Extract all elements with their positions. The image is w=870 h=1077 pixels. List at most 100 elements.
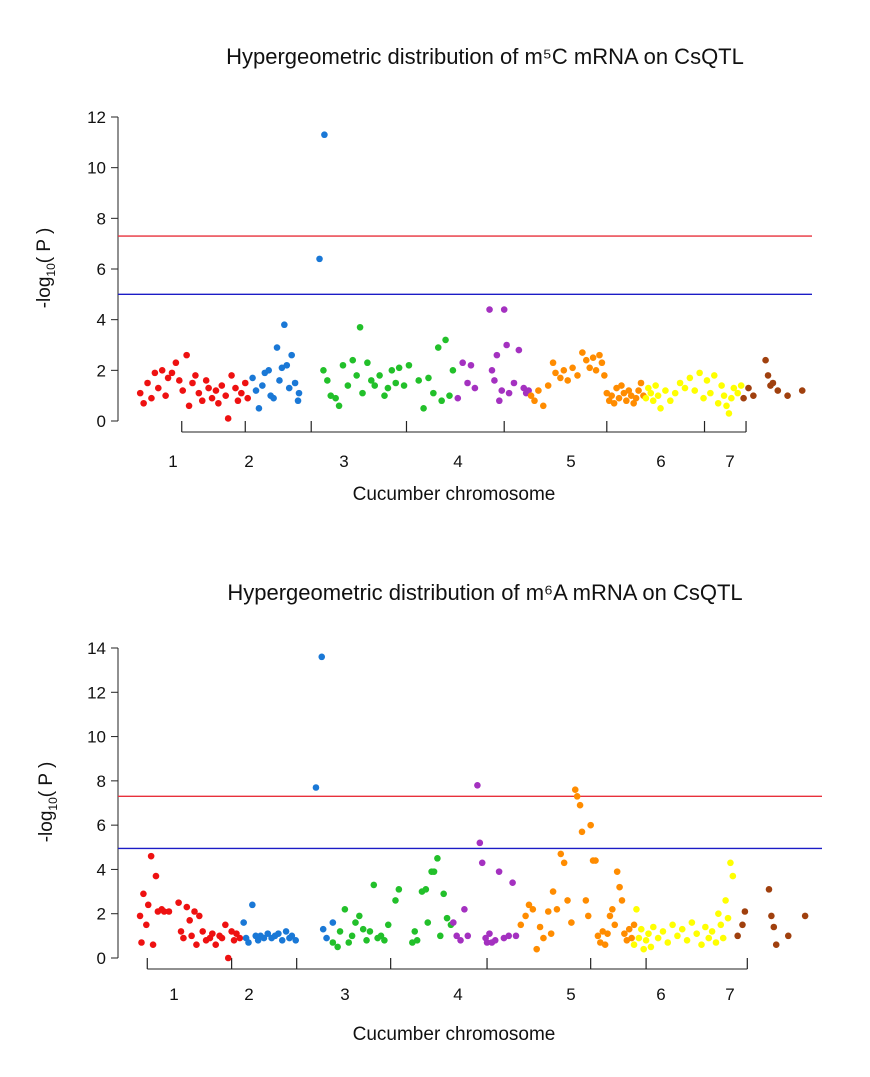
data-point bbox=[552, 369, 559, 377]
data-point bbox=[582, 897, 590, 904]
data-point bbox=[547, 930, 555, 937]
data-point bbox=[739, 921, 746, 929]
data-point bbox=[586, 364, 593, 372]
data-point bbox=[714, 399, 722, 407]
data-point bbox=[681, 384, 689, 392]
data-point bbox=[136, 389, 144, 397]
data-point bbox=[228, 372, 235, 379]
data-point bbox=[183, 351, 190, 359]
data-point bbox=[363, 936, 370, 944]
y-axis-label-main: -log bbox=[34, 277, 55, 309]
data-point bbox=[324, 377, 331, 384]
data-point bbox=[440, 890, 447, 898]
data-point bbox=[486, 930, 493, 937]
data-point bbox=[610, 399, 618, 407]
data-point bbox=[208, 394, 216, 402]
data-point bbox=[630, 921, 638, 929]
data-point bbox=[745, 384, 752, 392]
y-axis-label: -log10( P ) bbox=[34, 228, 58, 309]
data-point bbox=[344, 382, 352, 389]
data-point bbox=[388, 367, 396, 374]
data-point bbox=[449, 367, 457, 374]
data-point bbox=[270, 394, 277, 402]
data-point bbox=[533, 945, 540, 953]
data-point bbox=[696, 369, 703, 377]
x-tick-label: 5 bbox=[566, 985, 575, 1004]
data-point bbox=[329, 919, 337, 926]
data-point bbox=[424, 919, 432, 926]
data-point bbox=[609, 905, 616, 913]
data-point bbox=[158, 367, 166, 374]
data-point bbox=[540, 934, 547, 942]
data-point bbox=[737, 382, 745, 389]
data-point bbox=[598, 359, 606, 367]
data-point bbox=[288, 351, 295, 359]
y-tick-label: 6 bbox=[97, 816, 106, 835]
data-point bbox=[717, 921, 725, 929]
data-point bbox=[664, 939, 672, 946]
data-point bbox=[349, 356, 357, 364]
data-point bbox=[765, 886, 773, 893]
data-point bbox=[564, 897, 571, 904]
data-point bbox=[573, 793, 581, 800]
data-point bbox=[632, 394, 640, 402]
data-point bbox=[224, 415, 232, 422]
data-point bbox=[453, 932, 460, 940]
data-point bbox=[425, 374, 432, 382]
y-axis-label-subscript: 10 bbox=[46, 797, 60, 811]
data-point bbox=[592, 367, 600, 374]
data-point bbox=[275, 930, 282, 937]
data-point bbox=[327, 392, 335, 399]
x-tick-label: 3 bbox=[340, 985, 349, 1004]
data-point bbox=[549, 888, 557, 895]
data-point bbox=[613, 384, 620, 392]
data-point bbox=[705, 934, 713, 942]
data-point bbox=[430, 389, 437, 397]
data-point bbox=[734, 389, 742, 397]
data-point bbox=[553, 905, 561, 913]
data-point bbox=[589, 354, 597, 361]
x-tick-label: 7 bbox=[725, 452, 734, 471]
x-tick-label: 2 bbox=[244, 452, 253, 471]
y-tick-label: 8 bbox=[97, 209, 106, 228]
data-point bbox=[539, 402, 547, 410]
chart-panel-m6a: Hypergeometric distribution of m⁶A mRNA … bbox=[0, 540, 870, 1077]
data-point bbox=[205, 384, 212, 392]
data-point bbox=[352, 919, 359, 926]
data-point bbox=[505, 389, 513, 397]
data-point bbox=[288, 932, 296, 940]
data-point bbox=[491, 377, 498, 384]
data-point bbox=[199, 928, 207, 935]
data-point bbox=[364, 359, 371, 367]
data-point bbox=[505, 932, 513, 940]
data-point bbox=[722, 897, 729, 904]
data-point bbox=[801, 912, 809, 920]
data-point bbox=[483, 939, 491, 946]
data-point bbox=[384, 921, 392, 929]
data-point bbox=[392, 379, 400, 387]
data-point bbox=[172, 359, 180, 367]
data-point bbox=[592, 857, 599, 864]
data-point bbox=[176, 377, 183, 384]
data-point bbox=[630, 399, 637, 407]
data-point bbox=[192, 372, 199, 379]
data-point bbox=[252, 387, 260, 394]
data-point bbox=[628, 934, 635, 942]
data-point bbox=[413, 936, 421, 944]
x-tick-label: 4 bbox=[453, 985, 462, 1004]
data-point bbox=[529, 905, 537, 913]
data-point bbox=[686, 374, 694, 382]
data-point bbox=[341, 905, 349, 913]
data-point bbox=[635, 934, 643, 942]
data-point bbox=[734, 932, 741, 940]
data-point bbox=[647, 943, 655, 951]
data-point bbox=[719, 934, 727, 942]
data-point bbox=[579, 349, 586, 356]
data-point bbox=[544, 908, 552, 915]
data-point bbox=[165, 908, 173, 915]
data-point bbox=[442, 336, 449, 344]
data-point bbox=[195, 389, 203, 397]
y-tick-label: 10 bbox=[87, 728, 106, 747]
y-tick-label: 4 bbox=[97, 860, 106, 879]
data-point bbox=[798, 387, 806, 394]
